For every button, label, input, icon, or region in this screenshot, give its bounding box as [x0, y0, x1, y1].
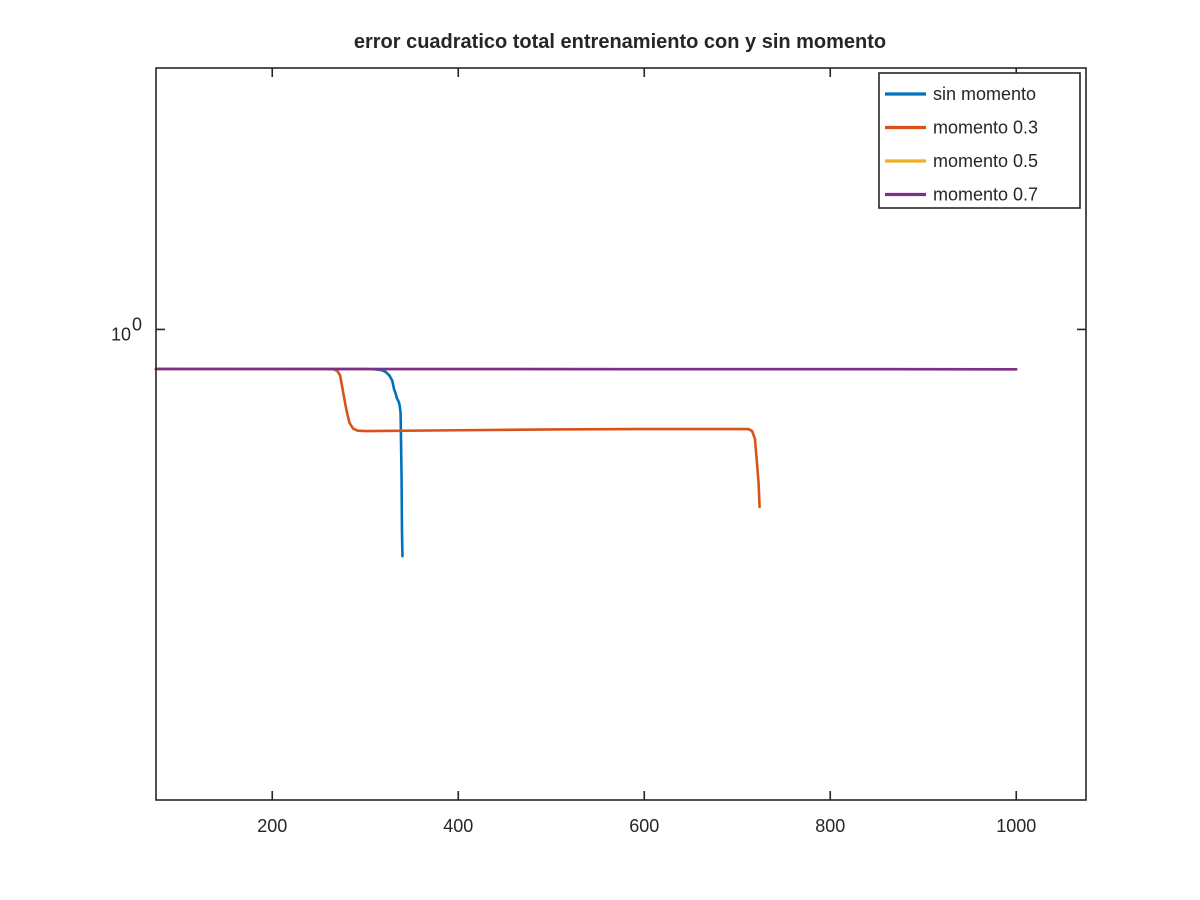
y-axis-ticks: 10 0 — [111, 314, 1086, 344]
y-tick-label: 10 — [111, 324, 131, 344]
legend-label: sin momento — [933, 84, 1036, 104]
x-tick-label: 1000 — [996, 816, 1036, 836]
x-axis-ticks: 200 400 600 800 1000 — [257, 68, 1036, 836]
x-tick-label: 400 — [443, 816, 473, 836]
x-tick-label: 600 — [629, 816, 659, 836]
chart-title: error cuadratico total entrenamiento con… — [354, 31, 886, 53]
series-layer — [154, 367, 1018, 558]
legend-label: momento 0.7 — [933, 185, 1038, 205]
y-tick-label-exponent: 0 — [132, 314, 142, 334]
legend-label: momento 0.3 — [933, 118, 1038, 138]
x-tick-label: 800 — [815, 816, 845, 836]
legend-label: momento 0.5 — [933, 151, 1038, 171]
series-line-1 — [154, 367, 761, 509]
x-tick-label: 200 — [257, 816, 287, 836]
axes-box — [155, 67, 1087, 801]
legend: sin momento momento 0.3 momento 0.5 momento… — [878, 72, 1081, 209]
